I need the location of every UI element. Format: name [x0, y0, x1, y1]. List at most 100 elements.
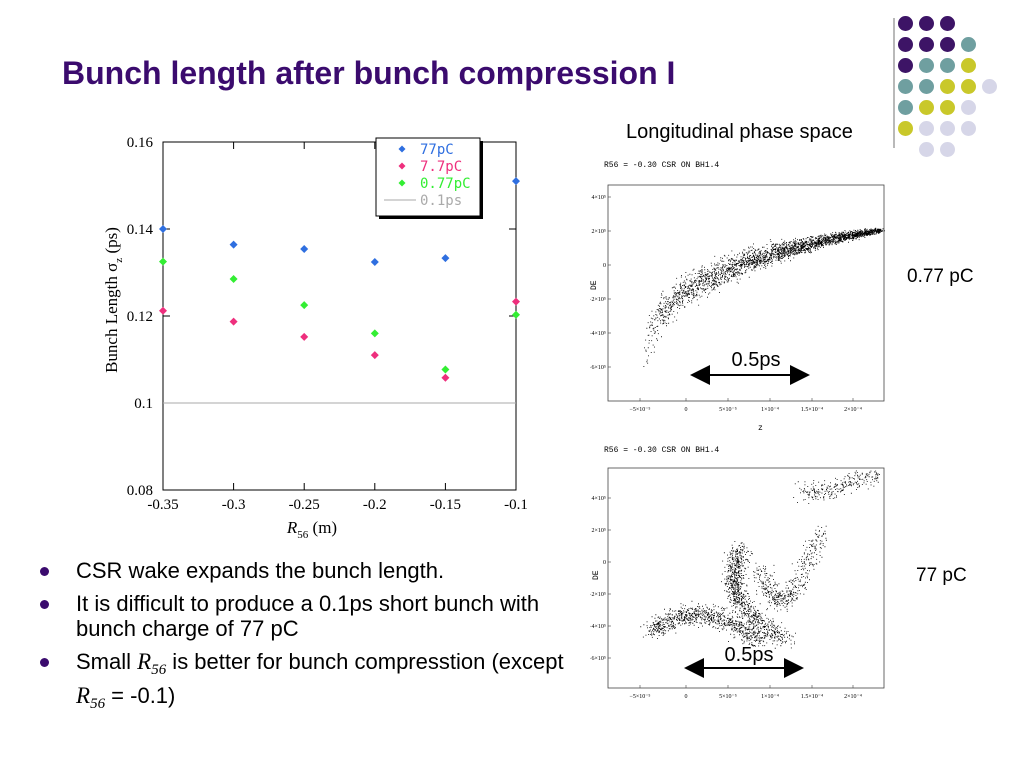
bullet-text-post: is better for bunch compresstion (except: [166, 649, 564, 674]
ps-tick-label: 4×10⁵: [592, 496, 606, 502]
bullet-item: Small R56 is better for bunch compressti…: [36, 649, 576, 717]
decor-dot: [898, 79, 913, 94]
data-point-77pC: [159, 225, 167, 233]
phase-space-caption: Longitudinal phase space: [626, 121, 853, 143]
legend-marker: [398, 145, 406, 153]
data-point-0.77pC: [300, 301, 309, 310]
arrow-label-top: 0.5ps: [732, 349, 781, 371]
ps-tick-label: −2×10⁵: [590, 592, 606, 598]
decor-dot: [961, 121, 976, 136]
bullet-marker: [40, 600, 49, 609]
legend-label: 0.77pC: [420, 176, 471, 192]
ps-tick-label: 0: [685, 694, 688, 700]
ps-tick-label: 1×10⁻⁴: [761, 694, 779, 700]
decor-dot: [919, 16, 934, 31]
bullet-text-pre: Small: [76, 649, 138, 674]
x-axis-label: R56 (m): [286, 518, 337, 541]
ps-tick-label: −4×10⁵: [590, 331, 606, 337]
y-tick-label: 0.14: [127, 222, 154, 238]
data-point-7.7pC: [229, 317, 238, 326]
plot-bottom-frame: [607, 467, 885, 689]
title-divider: [893, 18, 895, 148]
decor-dot: [898, 16, 913, 31]
decor-dot: [898, 121, 913, 136]
r56-symbol: R: [76, 683, 91, 708]
plot-top-frame: [607, 184, 885, 402]
ps-tick-label: −5×10⁻⁵: [629, 407, 650, 413]
x-tick-label: -0.15: [430, 497, 461, 513]
ps-tick-label: 1.5×10⁻⁴: [801, 407, 823, 413]
data-point-7.7pC: [512, 297, 520, 306]
decor-dot: [919, 37, 934, 52]
plot-top-header: R56 = -0.30 CSR ON BH1.4: [604, 161, 719, 170]
arrow-bottom: 0.5ps: [684, 644, 804, 678]
arrow-top: 0.5ps: [690, 349, 810, 385]
phase-space-plot-bottom: R56 = -0.30 CSR ON BH1.4 −5×10⁻⁵ 0 5×10⁻⁵ 1…: [590, 446, 885, 700]
decor-dot: [940, 37, 955, 52]
plot-top-ylabel: DE: [590, 280, 599, 290]
ps-tick-label: 4×10⁵: [592, 195, 606, 201]
ps-tick-label: −5×10⁻⁵: [629, 694, 650, 700]
ps-tick-label: 1×10⁻⁴: [761, 407, 779, 413]
decor-dot: [961, 37, 976, 52]
data-point-0.77pC: [441, 365, 450, 374]
ps-tick-label: 0: [603, 560, 606, 566]
decor-dot: [919, 121, 934, 136]
ps-tick-label: −4×10⁵: [590, 624, 606, 630]
legend-label: 7.7pC: [420, 159, 462, 175]
decor-dot: [919, 142, 934, 157]
ps-tick-label: 1.5×10⁻⁴: [801, 694, 823, 700]
data-point-0.77pC: [512, 310, 520, 319]
data-point-77pC: [229, 240, 238, 249]
data-point-0.77pC: [159, 257, 167, 266]
ps-tick-label: 0: [685, 407, 688, 413]
ps-tick-label: −6×10⁵: [590, 656, 606, 662]
r56-subscript: 56: [151, 662, 167, 678]
bullet-item: CSR wake expands the bunch length.: [36, 558, 576, 583]
data-point-77pC: [370, 258, 379, 267]
plot-bottom-header: R56 = -0.30 CSR ON BH1.4: [604, 446, 719, 455]
decor-dot: [982, 79, 997, 94]
label-077pc: 0.77 pC: [907, 266, 974, 287]
r56-symbol: R: [137, 649, 152, 674]
x-tick-label: -0.25: [289, 497, 320, 513]
decor-dot: [961, 79, 976, 94]
bullet-item: It is difficult to produce a 0.1ps short…: [36, 591, 576, 641]
particle-cloud-bottom: [640, 470, 880, 649]
decor-dot: [898, 58, 913, 73]
legend-marker: [398, 179, 406, 187]
bullet-text: It is difficult to produce a 0.1ps short…: [76, 591, 540, 641]
decor-dot: [940, 121, 955, 136]
x-tick-label: -0.35: [147, 497, 178, 513]
bullet-text: CSR wake expands the bunch length.: [76, 558, 445, 583]
x-tick-label: -0.2: [363, 497, 387, 513]
legend-label: 77pC: [420, 142, 454, 158]
ps-tick-label: 5×10⁻⁵: [719, 407, 737, 413]
y-tick-label: 0.08: [127, 483, 153, 499]
bunch-length-chart: -0.35 -0.3 -0.25 -0.2 -0.15 -0.1 0.08 0.1 0.12 0.…: [102, 135, 528, 541]
decor-dot: [919, 58, 934, 73]
decor-dot: [961, 100, 976, 115]
decor-dot: [898, 37, 913, 52]
data-point-77pC: [441, 254, 450, 263]
data-point-7.7pC: [441, 373, 450, 382]
decor-dot: [940, 16, 955, 31]
data-point-7.7pC: [300, 332, 309, 341]
decor-dot: [919, 79, 934, 94]
data-point-0.77pC: [229, 275, 238, 284]
decor-dot: [961, 58, 976, 73]
data-point-77pC: [512, 177, 520, 186]
decor-dot: [940, 79, 955, 94]
ps-tick-label: 2×10⁵: [592, 229, 606, 235]
decor-dot: [898, 100, 913, 115]
bullet-marker: [40, 567, 49, 576]
decor-dot: [940, 100, 955, 115]
y-tick-label: 0.12: [127, 309, 153, 325]
legend-label: 0.1ps: [420, 193, 462, 209]
x-tick-label: -0.3: [222, 497, 246, 513]
legend-marker: [398, 162, 406, 170]
y-tick-label: 0.1: [134, 396, 153, 412]
bullet-list: CSR wake expands the bunch length. It is…: [36, 558, 576, 725]
ps-tick-label: 2×10⁻⁴: [844, 407, 862, 413]
ps-tick-label: −2×10⁵: [590, 297, 606, 303]
